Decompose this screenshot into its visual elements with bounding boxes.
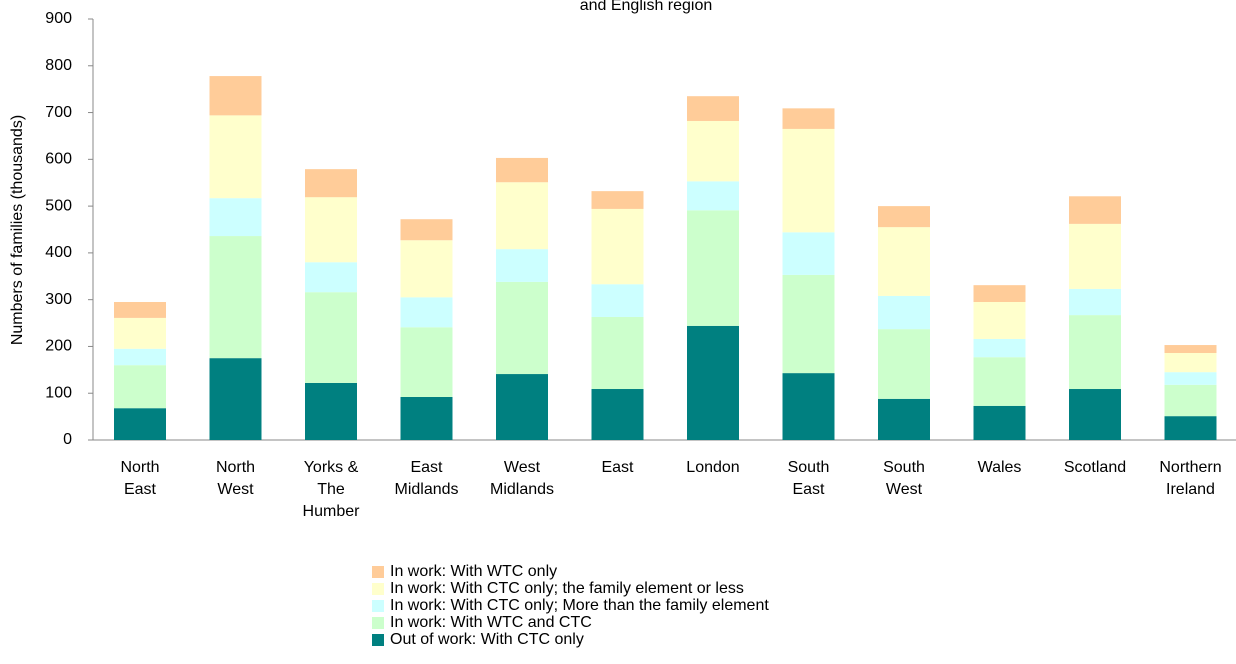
bar-segment [496,249,548,282]
bar-segment [114,302,166,318]
x-tick-label: East Midlands [394,459,458,498]
x-tick-label: North East [120,459,159,498]
x-tick-label: South East [788,459,830,498]
bar-segment [687,210,739,326]
bar-segment [591,191,644,209]
bar-segment [400,219,453,241]
bar-segment [496,374,548,440]
bar-segment [973,338,1026,358]
legend-label: In work: With WTC and CTC [390,614,592,631]
bar-segment [782,108,835,129]
bar-segment [305,382,357,440]
bar-segment [782,274,835,374]
bar-segment [1164,352,1217,373]
bar-segment [1069,196,1121,224]
y-tick-label: 700 [45,104,72,121]
bar-segment [496,157,548,183]
y-tick-label: 0 [63,431,72,448]
y-tick-label: 800 [45,57,72,74]
bar-segment [496,182,548,250]
x-tick-label: East [601,459,634,476]
bar-segment [209,115,262,199]
bar-segment [591,316,644,390]
bar-segment [305,262,357,293]
bar-segment [591,284,644,317]
bar-segment [878,295,930,330]
y-tick-label: 500 [45,197,72,214]
bar-segment [1069,288,1121,316]
bar-segment [1164,416,1217,440]
y-axis-label: Numbers of families (thousands) [9,115,26,345]
bar-segment [687,325,739,440]
bar-segment [973,357,1026,406]
bar-segment [782,232,835,275]
y-tick-label: 400 [45,244,72,261]
bar-segment [114,317,166,349]
bar-segment [209,358,262,440]
legend-swatch [372,634,384,646]
bar-segment [782,128,835,233]
bar-segment [782,373,835,440]
y-tick-label: 100 [45,384,72,401]
bar-segment [687,120,739,182]
x-tick-label: London [686,459,739,476]
chart-title: and English region [580,0,713,14]
bar-segment [400,327,453,397]
bar-segment [114,348,166,366]
bar-segment [400,396,453,440]
x-tick-label: South West [883,459,925,498]
y-tick-label: 900 [45,10,72,27]
bar-segment [973,285,1026,303]
x-tick-label: West Midlands [490,459,554,498]
bar-segment [1164,345,1217,353]
legend-swatch [372,583,384,595]
bar-segment [1069,315,1121,390]
legend-label: In work: With CTC only; More than the fa… [390,597,769,614]
bar-segment [591,389,644,440]
x-tick-label: Scotland [1064,459,1126,476]
x-tick-label: Northern Ireland [1159,459,1221,498]
bar-segment [687,96,739,121]
legend-swatch [372,566,384,578]
legend-label: Out of work: With CTC only [390,631,584,648]
bar-segment [591,208,644,285]
bar-segment [878,398,930,440]
x-tick-label: Wales [978,459,1022,476]
bar-segment [209,76,262,116]
bar-segment [878,227,930,296]
legend-label: In work: With WTC only [390,563,557,580]
bar-segment [973,405,1026,440]
bar-segment [1069,223,1121,289]
legend-swatch [372,617,384,629]
bar-segment [687,181,739,211]
bar-segment [114,408,166,440]
x-tick-label: North West [216,459,255,498]
bar-segment [973,302,1026,339]
bar-segment [305,169,357,198]
bar-segment [305,292,357,383]
bar-segment [878,206,930,228]
y-tick-label: 600 [45,151,72,168]
bar-segment [209,236,262,359]
bar-segment [400,297,453,328]
y-tick-label: 300 [45,291,72,308]
bar-segment [1069,389,1121,440]
bar-segment [1164,384,1217,417]
bar-segment [1164,372,1217,385]
bar-segment [878,329,930,399]
bar-segment [400,240,453,298]
bar-segment [305,197,357,263]
bar-segment [209,198,262,237]
y-tick-label: 200 [45,338,72,355]
bar-segment [114,365,166,409]
bar-segment [496,281,548,375]
legend-label: In work: With CTC only; the family eleme… [390,580,744,597]
x-tick-label: Yorks & The Humber [303,459,361,520]
legend-swatch [372,600,384,612]
